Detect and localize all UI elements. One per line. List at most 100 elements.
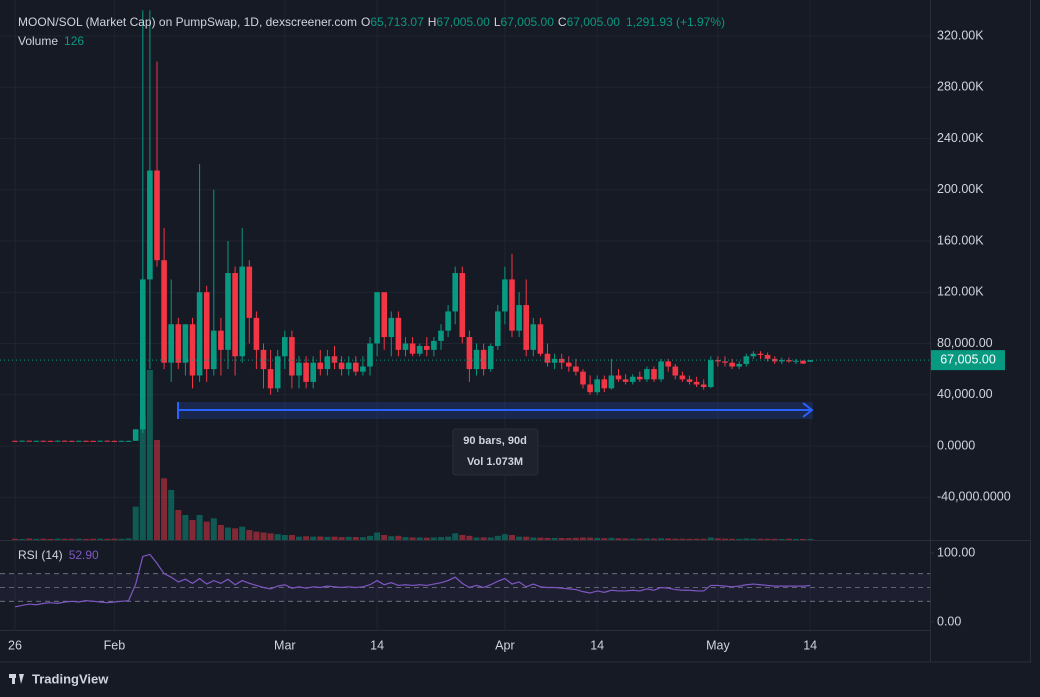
volume-bar bbox=[572, 537, 579, 540]
candle-body bbox=[800, 360, 806, 364]
candle-body bbox=[395, 317, 402, 350]
legend: MOON/SOL (Market Cap) on PumpSwap, 1D, d… bbox=[18, 15, 725, 29]
candle-body bbox=[551, 358, 558, 363]
candle-body bbox=[558, 358, 565, 363]
volume-bar bbox=[693, 538, 700, 540]
volume-bar bbox=[793, 538, 799, 540]
candle-body bbox=[267, 369, 274, 389]
volume-bar bbox=[281, 535, 288, 540]
candle-body bbox=[736, 363, 742, 367]
volume-bar bbox=[643, 538, 650, 540]
candle-body bbox=[431, 340, 437, 350]
candle-body bbox=[544, 353, 551, 363]
candle-body bbox=[324, 356, 331, 370]
volume-bar bbox=[771, 538, 778, 540]
candle-body bbox=[296, 362, 302, 376]
candle-body bbox=[587, 384, 593, 393]
candle-body bbox=[260, 349, 267, 370]
candle-body bbox=[61, 440, 68, 442]
volume-bar bbox=[445, 536, 452, 540]
candle-body bbox=[161, 260, 167, 363]
candle-body bbox=[629, 376, 636, 382]
volume-bar bbox=[729, 538, 736, 540]
volume-bar bbox=[402, 537, 409, 540]
volume-bar bbox=[75, 538, 82, 540]
volume-bar bbox=[161, 478, 168, 540]
rsi-legend: RSI (14) 52.90 bbox=[18, 548, 99, 562]
candle-body bbox=[69, 440, 75, 442]
candle-body bbox=[622, 379, 629, 382]
volume-bar bbox=[658, 538, 665, 540]
volume-bar bbox=[686, 538, 693, 540]
candle-body bbox=[246, 266, 253, 318]
candle-body bbox=[147, 170, 153, 280]
volume-bar bbox=[800, 538, 807, 540]
volume-bar bbox=[750, 538, 757, 540]
y-tick-label: 40,000.00 bbox=[937, 387, 993, 401]
candle-body bbox=[168, 324, 174, 363]
candle-body bbox=[807, 360, 813, 362]
volume-bar bbox=[345, 536, 352, 540]
candle-body bbox=[573, 366, 579, 372]
candle-body bbox=[530, 324, 537, 350]
candle-body bbox=[26, 440, 32, 442]
volume-bar bbox=[601, 538, 608, 540]
candle-body bbox=[480, 349, 487, 370]
candle-body bbox=[338, 362, 345, 370]
rsi-pane bbox=[0, 552, 934, 623]
volume-bar bbox=[459, 535, 466, 540]
candle-body bbox=[566, 362, 572, 367]
legend-value: 67,005.00 bbox=[567, 15, 621, 29]
volume-bar bbox=[217, 525, 224, 540]
volume-bar bbox=[409, 537, 416, 540]
candle-body bbox=[203, 292, 210, 370]
measure-box bbox=[452, 428, 539, 476]
candle-body bbox=[12, 440, 18, 442]
candle-body bbox=[388, 317, 395, 338]
volume-bar bbox=[303, 536, 310, 540]
volume-bar bbox=[722, 538, 728, 540]
candle-body bbox=[424, 346, 430, 350]
x-tick-label: May bbox=[706, 638, 730, 652]
volume-bar bbox=[700, 538, 707, 540]
volume-bar bbox=[416, 537, 423, 540]
candle-body bbox=[175, 324, 182, 363]
volume-bar bbox=[54, 538, 61, 540]
volume-bar bbox=[288, 535, 295, 540]
rsi-line bbox=[14, 553, 811, 608]
candle-body bbox=[381, 292, 387, 338]
candle-body bbox=[502, 279, 508, 312]
legend-value: 65,713.07 bbox=[370, 15, 424, 29]
volume-bar bbox=[580, 537, 586, 540]
volume-bar bbox=[381, 535, 388, 540]
candle-body bbox=[487, 346, 494, 370]
volume-bar bbox=[395, 535, 402, 540]
candle-body bbox=[239, 266, 245, 357]
candle-body bbox=[253, 317, 260, 350]
candle-body bbox=[367, 343, 373, 367]
volume-bar bbox=[608, 537, 615, 540]
volume-bar bbox=[12, 538, 18, 540]
candle-body bbox=[750, 353, 757, 357]
volume-bar bbox=[83, 538, 89, 540]
candle-body bbox=[615, 375, 622, 380]
candle-body bbox=[608, 375, 615, 389]
volume-bar bbox=[530, 537, 537, 540]
candle-body bbox=[211, 330, 217, 370]
volume-bar bbox=[622, 538, 629, 540]
footer-logo: TradingView bbox=[9, 671, 109, 686]
legend-label: H bbox=[428, 15, 437, 29]
volume-bar bbox=[707, 537, 714, 540]
rsi-name: RSI (14) bbox=[18, 548, 63, 562]
candle-body bbox=[757, 353, 764, 356]
x-tick-label: Apr bbox=[495, 638, 514, 652]
y-tick-label: 160.00K bbox=[937, 233, 984, 247]
candle-body bbox=[637, 376, 643, 380]
volume-bar bbox=[672, 538, 679, 540]
volume-bar bbox=[636, 538, 643, 540]
candle-body bbox=[445, 311, 451, 331]
volume-name: Volume bbox=[18, 34, 58, 48]
volume-bar bbox=[651, 538, 657, 540]
